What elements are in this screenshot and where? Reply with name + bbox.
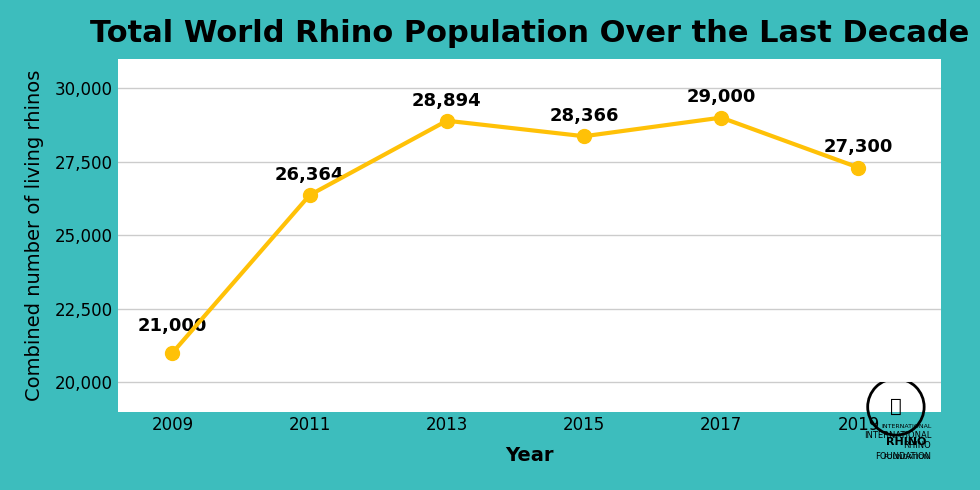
Text: 27,300: 27,300 <box>824 138 893 156</box>
Text: 🦏: 🦏 <box>890 397 902 416</box>
Title: Total World Rhino Population Over the Last Decade: Total World Rhino Population Over the La… <box>89 19 969 48</box>
Y-axis label: Combined number of living rhinos: Combined number of living rhinos <box>24 70 43 401</box>
X-axis label: Year: Year <box>505 445 554 465</box>
Text: RHINO: RHINO <box>886 437 927 447</box>
Text: 29,000: 29,000 <box>687 88 756 106</box>
Text: 28,894: 28,894 <box>412 92 482 110</box>
Text: INTERNATIONAL: INTERNATIONAL <box>881 424 932 429</box>
Text: 21,000: 21,000 <box>138 317 207 335</box>
Text: INTERNATIONAL
RHINO
FOUNDATION: INTERNATIONAL RHINO FOUNDATION <box>863 431 931 461</box>
Text: 28,366: 28,366 <box>550 107 618 125</box>
Text: 26,364: 26,364 <box>275 166 344 184</box>
Text: FOUNDATION: FOUNDATION <box>884 454 929 460</box>
